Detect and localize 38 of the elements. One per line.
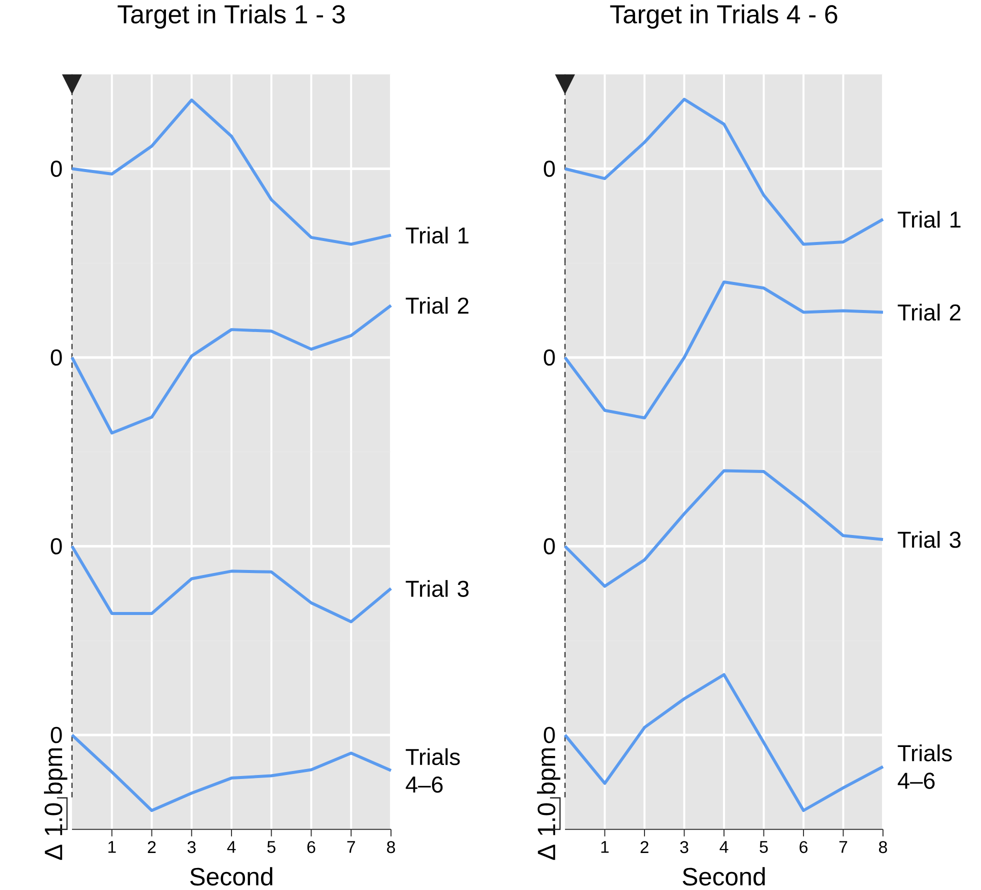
x-axis-title: Second bbox=[682, 867, 765, 886]
text: 0 bbox=[544, 160, 555, 177]
x-tick-label: 3 bbox=[680, 841, 688, 854]
x-axis-title: Second bbox=[190, 867, 272, 886]
x-tick-label: 8 bbox=[387, 841, 395, 854]
series-label: Trial 2 bbox=[898, 304, 960, 321]
x-tick-label: 7 bbox=[839, 841, 848, 853]
text: 0 bbox=[50, 726, 62, 744]
x-tick-label: 5 bbox=[267, 841, 276, 853]
chart-title: Target in Trials 1 - 3 bbox=[118, 4, 345, 29]
x-tick-label: 7 bbox=[347, 841, 355, 853]
series-label: Trial 1 bbox=[898, 210, 960, 228]
chart-title: Target in Trials 4 - 6 bbox=[610, 4, 838, 29]
series-label: Trials 4–6 bbox=[898, 744, 952, 789]
series-label: Trial 2 bbox=[406, 296, 468, 314]
x-tick-label: 3 bbox=[188, 841, 196, 854]
x-tick-label: 6 bbox=[307, 841, 316, 854]
x-tick-label: 5 bbox=[760, 841, 768, 853]
text: 0 bbox=[544, 726, 555, 744]
series-label: Trial 3 bbox=[898, 531, 961, 548]
x-tick-label: 4 bbox=[227, 841, 236, 853]
x-tick-label: 6 bbox=[800, 841, 808, 854]
text: 0 bbox=[544, 349, 555, 366]
series-label: Trial 1 bbox=[406, 226, 468, 244]
y-axis-title: Δ 1.0 bpm bbox=[44, 748, 68, 860]
x-tick-label: 1 bbox=[601, 841, 609, 853]
x-tick-label: 8 bbox=[879, 841, 887, 854]
x-tick-label: 2 bbox=[640, 841, 648, 853]
x-tick-label: 1 bbox=[108, 841, 116, 853]
x-tick-label: 4 bbox=[720, 841, 728, 853]
text: 0 bbox=[50, 160, 62, 177]
text: 0 bbox=[544, 538, 555, 554]
text: 0 bbox=[50, 349, 62, 366]
x-tick-label: 2 bbox=[148, 841, 156, 853]
y-axis-title: Δ 1.0 bpm bbox=[536, 748, 560, 860]
series-label: Trials 4–6 bbox=[406, 748, 460, 793]
text: 0 bbox=[50, 538, 62, 554]
series-label: Trial 3 bbox=[406, 580, 469, 597]
